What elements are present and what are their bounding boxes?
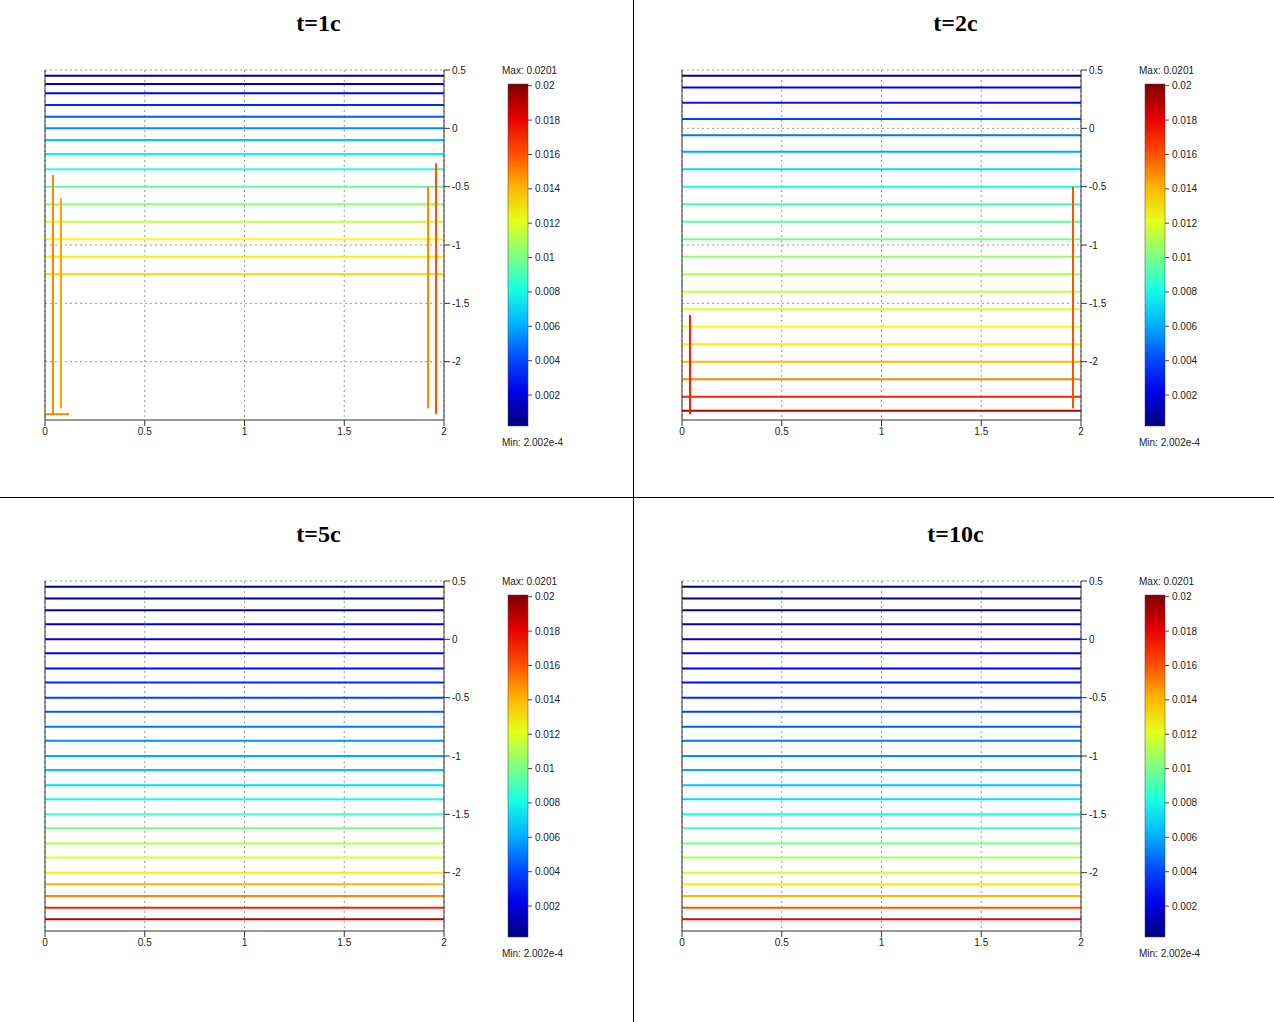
svg-text:0.5: 0.5 [774,426,788,437]
svg-text:0.018: 0.018 [1172,626,1197,637]
svg-text:-0.5: -0.5 [1089,692,1107,703]
svg-text:0.016: 0.016 [535,660,560,671]
svg-text:-1.5: -1.5 [452,809,470,820]
svg-text:0.002: 0.002 [1172,390,1197,401]
svg-text:0.014: 0.014 [1172,694,1197,705]
svg-text:Min: 2.002e-4: Min: 2.002e-4 [1139,948,1201,959]
html-text:t=2c: t=2c [933,10,978,36]
svg-text:0.5: 0.5 [137,937,151,948]
svg-text:-2: -2 [1089,867,1098,878]
svg-text:0.01: 0.01 [1172,252,1192,263]
svg-text:0.008: 0.008 [1172,286,1197,297]
svg-text:0.012: 0.012 [1172,218,1197,229]
svg-text:0.014: 0.014 [535,694,560,705]
svg-text:0: 0 [679,937,685,948]
svg-text:0.5: 0.5 [1089,576,1103,587]
svg-text:-2: -2 [452,867,461,878]
svg-text:0.02: 0.02 [535,80,555,91]
svg-text:0.012: 0.012 [1172,729,1197,740]
svg-text:-1.5: -1.5 [1089,809,1107,820]
svg-text:0.016: 0.016 [1172,660,1197,671]
svg-text:2: 2 [1078,937,1084,948]
svg-text:0.008: 0.008 [535,286,560,297]
svg-text:0.02: 0.02 [1172,80,1192,91]
svg-text:0.004: 0.004 [535,866,560,877]
svg-text:1: 1 [878,426,884,437]
svg-text:1: 1 [878,937,884,948]
svg-text:-2: -2 [1089,356,1098,367]
svg-text:0.01: 0.01 [535,252,555,263]
svg-text:0.02: 0.02 [535,591,555,602]
html-text:t=1c: t=1c [296,10,341,36]
svg-text:1.5: 1.5 [337,937,351,948]
svg-text:0.5: 0.5 [1089,65,1103,76]
svg-text:0: 0 [42,426,48,437]
svg-text:Min: 2.002e-4: Min: 2.002e-4 [502,948,564,959]
html-text:t=10c: t=10c [927,521,984,547]
svg-text:0: 0 [42,937,48,948]
svg-text:0.008: 0.008 [1172,797,1197,808]
svg-text:0.006: 0.006 [535,832,560,843]
svg-text:-0.5: -0.5 [452,692,470,703]
svg-text:0.004: 0.004 [535,355,560,366]
svg-text:0.01: 0.01 [535,763,555,774]
svg-text:Max: 0.0201: Max: 0.0201 [1139,576,1194,587]
svg-text:Min: 2.002e-4: Min: 2.002e-4 [502,437,564,448]
svg-text:0.002: 0.002 [535,390,560,401]
svg-text:2: 2 [1078,426,1084,437]
svg-text:0.004: 0.004 [1172,355,1197,366]
svg-text:0.012: 0.012 [535,729,560,740]
svg-text:-1: -1 [452,240,461,251]
svg-text:1: 1 [241,937,247,948]
svg-text:1.5: 1.5 [974,937,988,948]
svg-text:0.002: 0.002 [1172,901,1197,912]
svg-text:0.016: 0.016 [535,149,560,160]
svg-text:0.02: 0.02 [1172,591,1192,602]
svg-text:0.5: 0.5 [774,937,788,948]
svg-text:0.01: 0.01 [1172,763,1192,774]
svg-text:0.016: 0.016 [1172,149,1197,160]
svg-text:0: 0 [452,123,458,134]
svg-text:-1: -1 [1089,240,1098,251]
svg-text:0: 0 [1089,634,1095,645]
svg-text:0.018: 0.018 [535,115,560,126]
svg-text:0: 0 [452,634,458,645]
svg-text:Max: 0.0201: Max: 0.0201 [502,576,557,587]
svg-text:0: 0 [1089,123,1095,134]
svg-text:0.012: 0.012 [535,218,560,229]
svg-text:0.5: 0.5 [452,65,466,76]
svg-text:-0.5: -0.5 [1089,181,1107,192]
svg-text:0.018: 0.018 [535,626,560,637]
html-text:t=5c: t=5c [296,521,341,547]
svg-text:-1.5: -1.5 [1089,298,1107,309]
svg-text:-2: -2 [452,356,461,367]
svg-text:Max: 0.0201: Max: 0.0201 [502,65,557,76]
svg-text:-1: -1 [1089,751,1098,762]
svg-text:Max: 0.0201: Max: 0.0201 [1139,65,1194,76]
svg-text:1.5: 1.5 [337,426,351,437]
svg-text:-1: -1 [452,751,461,762]
svg-text:0.5: 0.5 [137,426,151,437]
svg-text:1.5: 1.5 [974,426,988,437]
svg-text:0.008: 0.008 [535,797,560,808]
svg-text:0: 0 [679,426,685,437]
svg-text:0.004: 0.004 [1172,866,1197,877]
svg-text:0.014: 0.014 [535,183,560,194]
svg-text:Min: 2.002e-4: Min: 2.002e-4 [1139,437,1201,448]
svg-text:0.014: 0.014 [1172,183,1197,194]
svg-text:0.006: 0.006 [1172,832,1197,843]
svg-text:2: 2 [441,426,447,437]
svg-text:0.006: 0.006 [535,321,560,332]
svg-text:1: 1 [241,426,247,437]
svg-text:0.002: 0.002 [535,901,560,912]
svg-text:2: 2 [441,937,447,948]
svg-text:0.018: 0.018 [1172,115,1197,126]
svg-text:0.006: 0.006 [1172,321,1197,332]
svg-text:0.5: 0.5 [452,576,466,587]
svg-text:-0.5: -0.5 [452,181,470,192]
svg-text:-1.5: -1.5 [452,298,470,309]
